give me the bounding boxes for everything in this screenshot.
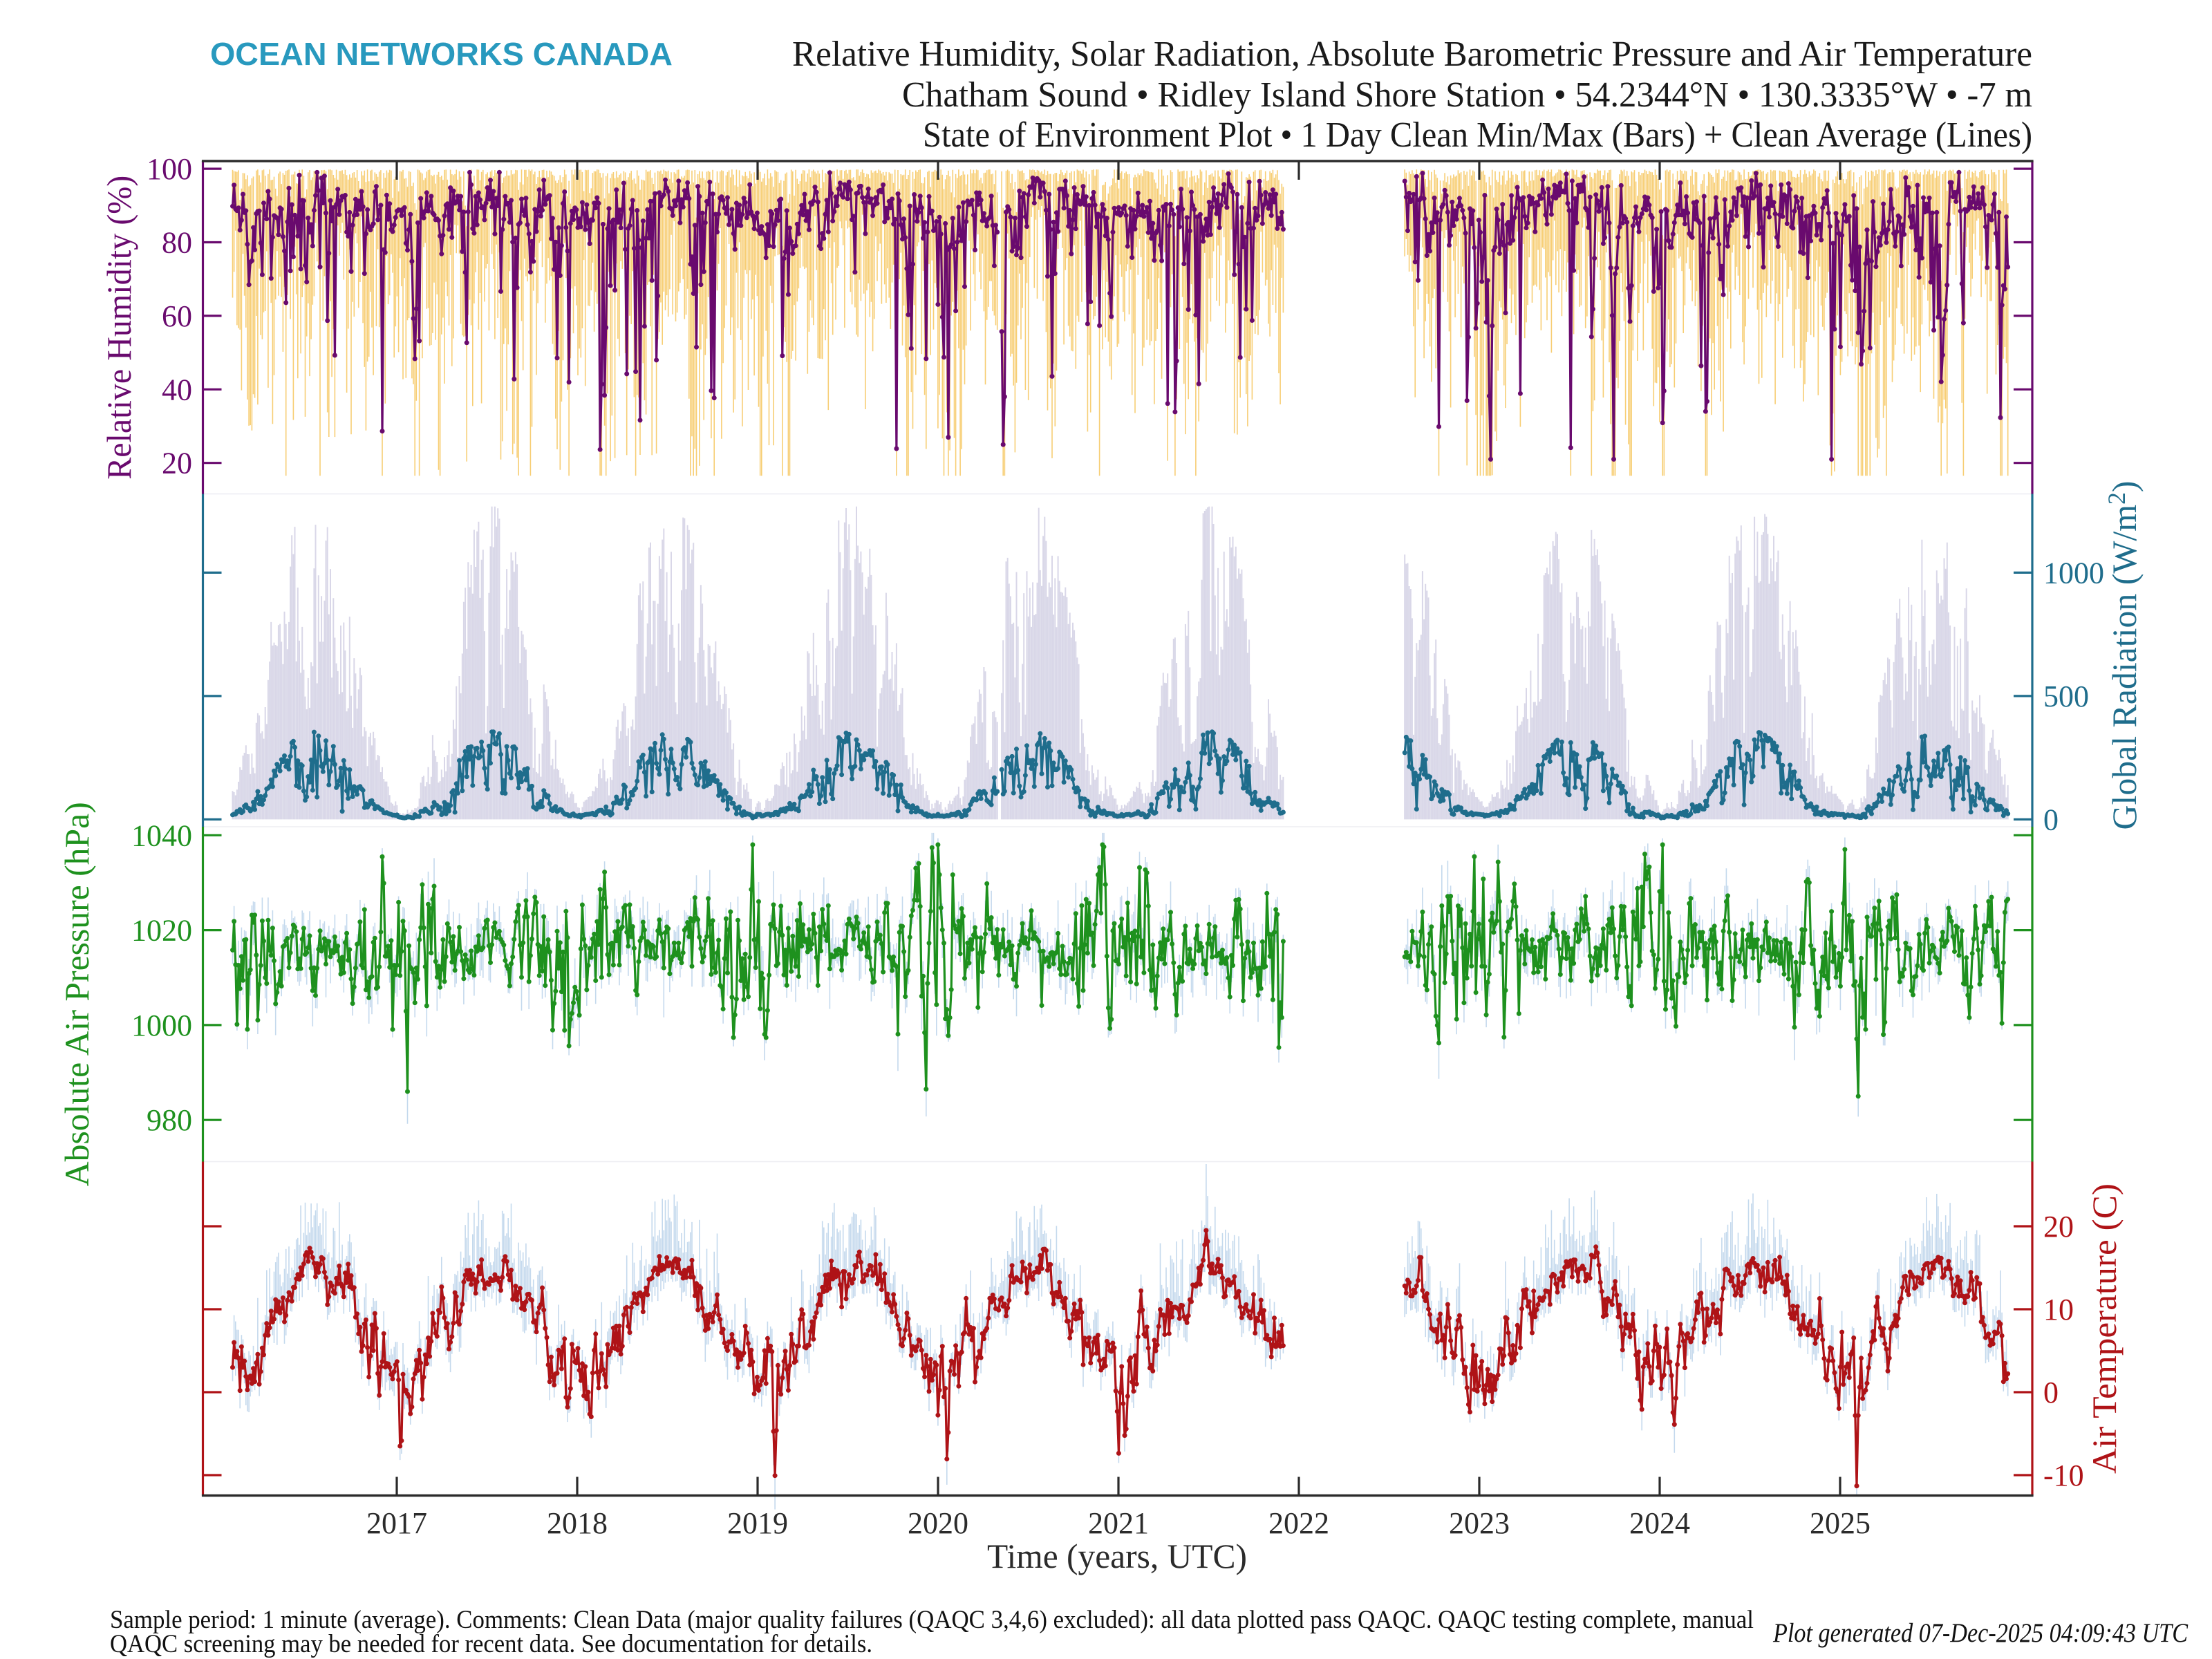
svg-text:Absolute Air Pressure (hPa): Absolute Air Pressure (hPa) (57, 802, 96, 1186)
svg-text:QAQC screening may be needed f: QAQC screening may be needed for recent … (110, 1630, 872, 1658)
svg-text:2022: 2022 (1268, 1506, 1329, 1540)
svg-text:0: 0 (2043, 1376, 2059, 1409)
svg-text:2020: 2020 (908, 1506, 968, 1540)
svg-text:100: 100 (147, 152, 192, 186)
svg-text:80: 80 (162, 226, 192, 260)
svg-text:2024: 2024 (1629, 1506, 1690, 1540)
svg-text:2023: 2023 (1449, 1506, 1510, 1540)
svg-text:20: 20 (162, 447, 192, 480)
svg-text:0: 0 (2043, 803, 2059, 836)
svg-text:Air Temperature (C): Air Temperature (C) (2085, 1183, 2124, 1474)
svg-text:60: 60 (162, 299, 192, 333)
svg-text:OCEAN NETWORKS CANADA: OCEAN NETWORKS CANADA (210, 36, 673, 72)
svg-text:1000: 1000 (131, 1009, 192, 1042)
svg-text:980: 980 (147, 1103, 192, 1137)
svg-text:40: 40 (162, 373, 192, 406)
svg-text:State of Environment Plot • 1: State of Environment Plot • 1 Day Clean … (923, 115, 2032, 155)
svg-text:2021: 2021 (1088, 1506, 1149, 1540)
svg-text:2019: 2019 (727, 1506, 788, 1540)
svg-text:Time (years, UTC): Time (years, UTC) (987, 1537, 1247, 1575)
svg-text:10: 10 (2043, 1293, 2074, 1327)
svg-text:2018: 2018 (547, 1506, 608, 1540)
svg-text:500: 500 (2043, 679, 2089, 713)
svg-text:20: 20 (2043, 1210, 2074, 1244)
svg-text:Plot generated 07-Dec-2025 04:: Plot generated 07-Dec-2025 04:09:43 UTC (1772, 1618, 2188, 1648)
svg-text:1040: 1040 (131, 818, 192, 852)
svg-text:1000: 1000 (2043, 556, 2104, 590)
svg-text:1020: 1020 (131, 914, 192, 948)
svg-text:Chatham Sound • Ridley Island: Chatham Sound • Ridley Island Shore Stat… (902, 75, 2032, 115)
svg-text:Sample period: 1 minute (avera: Sample period: 1 minute (average). Comme… (110, 1606, 1754, 1634)
svg-text:Relative Humidity, Solar Radia: Relative Humidity, Solar Radiation, Abso… (792, 35, 2032, 74)
svg-text:-10: -10 (2043, 1459, 2084, 1492)
svg-text:2017: 2017 (366, 1506, 427, 1540)
svg-text:Relative Humidity (%): Relative Humidity (%) (100, 176, 138, 480)
svg-text:Global Radiation (W/m2): Global Radiation (W/m2) (2103, 481, 2144, 830)
svg-text:2025: 2025 (1810, 1506, 1871, 1540)
